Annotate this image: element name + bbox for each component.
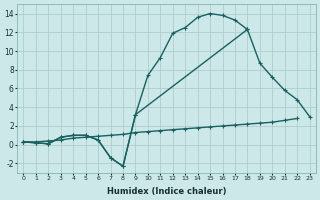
X-axis label: Humidex (Indice chaleur): Humidex (Indice chaleur)	[107, 187, 226, 196]
